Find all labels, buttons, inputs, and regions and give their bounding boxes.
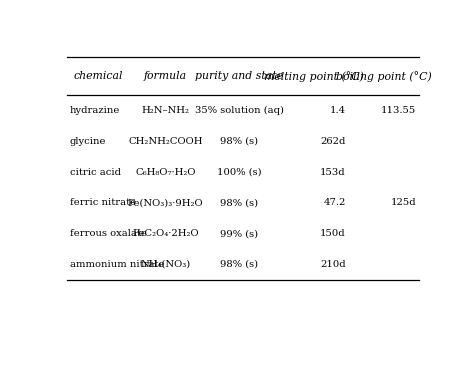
- Text: 35% solution (aq): 35% solution (aq): [195, 106, 284, 115]
- Text: citric acid: citric acid: [70, 168, 120, 177]
- Text: 47.2: 47.2: [323, 198, 346, 207]
- Text: 98% (s): 98% (s): [220, 260, 258, 269]
- Text: 125d: 125d: [391, 198, 416, 207]
- Text: FeC₂O₄·2H₂O: FeC₂O₄·2H₂O: [132, 229, 199, 238]
- Text: H₂N–NH₂: H₂N–NH₂: [141, 106, 189, 115]
- Text: NH₄(NO₃): NH₄(NO₃): [140, 260, 191, 269]
- Text: 99% (s): 99% (s): [220, 229, 258, 238]
- Text: 100% (s): 100% (s): [217, 168, 262, 177]
- Text: chemical: chemical: [73, 71, 123, 81]
- Text: melting point (°C): melting point (°C): [264, 71, 364, 82]
- Text: ammonium nitrate: ammonium nitrate: [70, 260, 164, 269]
- Text: 113.55: 113.55: [381, 106, 416, 115]
- Text: purity and state: purity and state: [195, 71, 283, 81]
- Text: CH₂NH₂COOH: CH₂NH₂COOH: [128, 137, 202, 146]
- Text: glycine: glycine: [70, 137, 106, 146]
- Text: 98% (s): 98% (s): [220, 198, 258, 207]
- Text: 150d: 150d: [320, 229, 346, 238]
- Text: formula: formula: [144, 71, 187, 81]
- Text: hydrazine: hydrazine: [70, 106, 120, 115]
- Text: C₆H₈O₇·H₂O: C₆H₈O₇·H₂O: [135, 168, 196, 177]
- Text: 153d: 153d: [320, 168, 346, 177]
- Text: ferrous oxalate: ferrous oxalate: [70, 229, 146, 238]
- Text: ferric nitrate: ferric nitrate: [70, 198, 136, 207]
- Text: 1.4: 1.4: [329, 106, 346, 115]
- Text: boiling point (°C): boiling point (°C): [336, 71, 432, 82]
- Text: 262d: 262d: [320, 137, 346, 146]
- Text: 98% (s): 98% (s): [220, 137, 258, 146]
- Text: Fe(NO₃)₃·9H₂O: Fe(NO₃)₃·9H₂O: [128, 198, 203, 207]
- Text: 210d: 210d: [320, 260, 346, 269]
